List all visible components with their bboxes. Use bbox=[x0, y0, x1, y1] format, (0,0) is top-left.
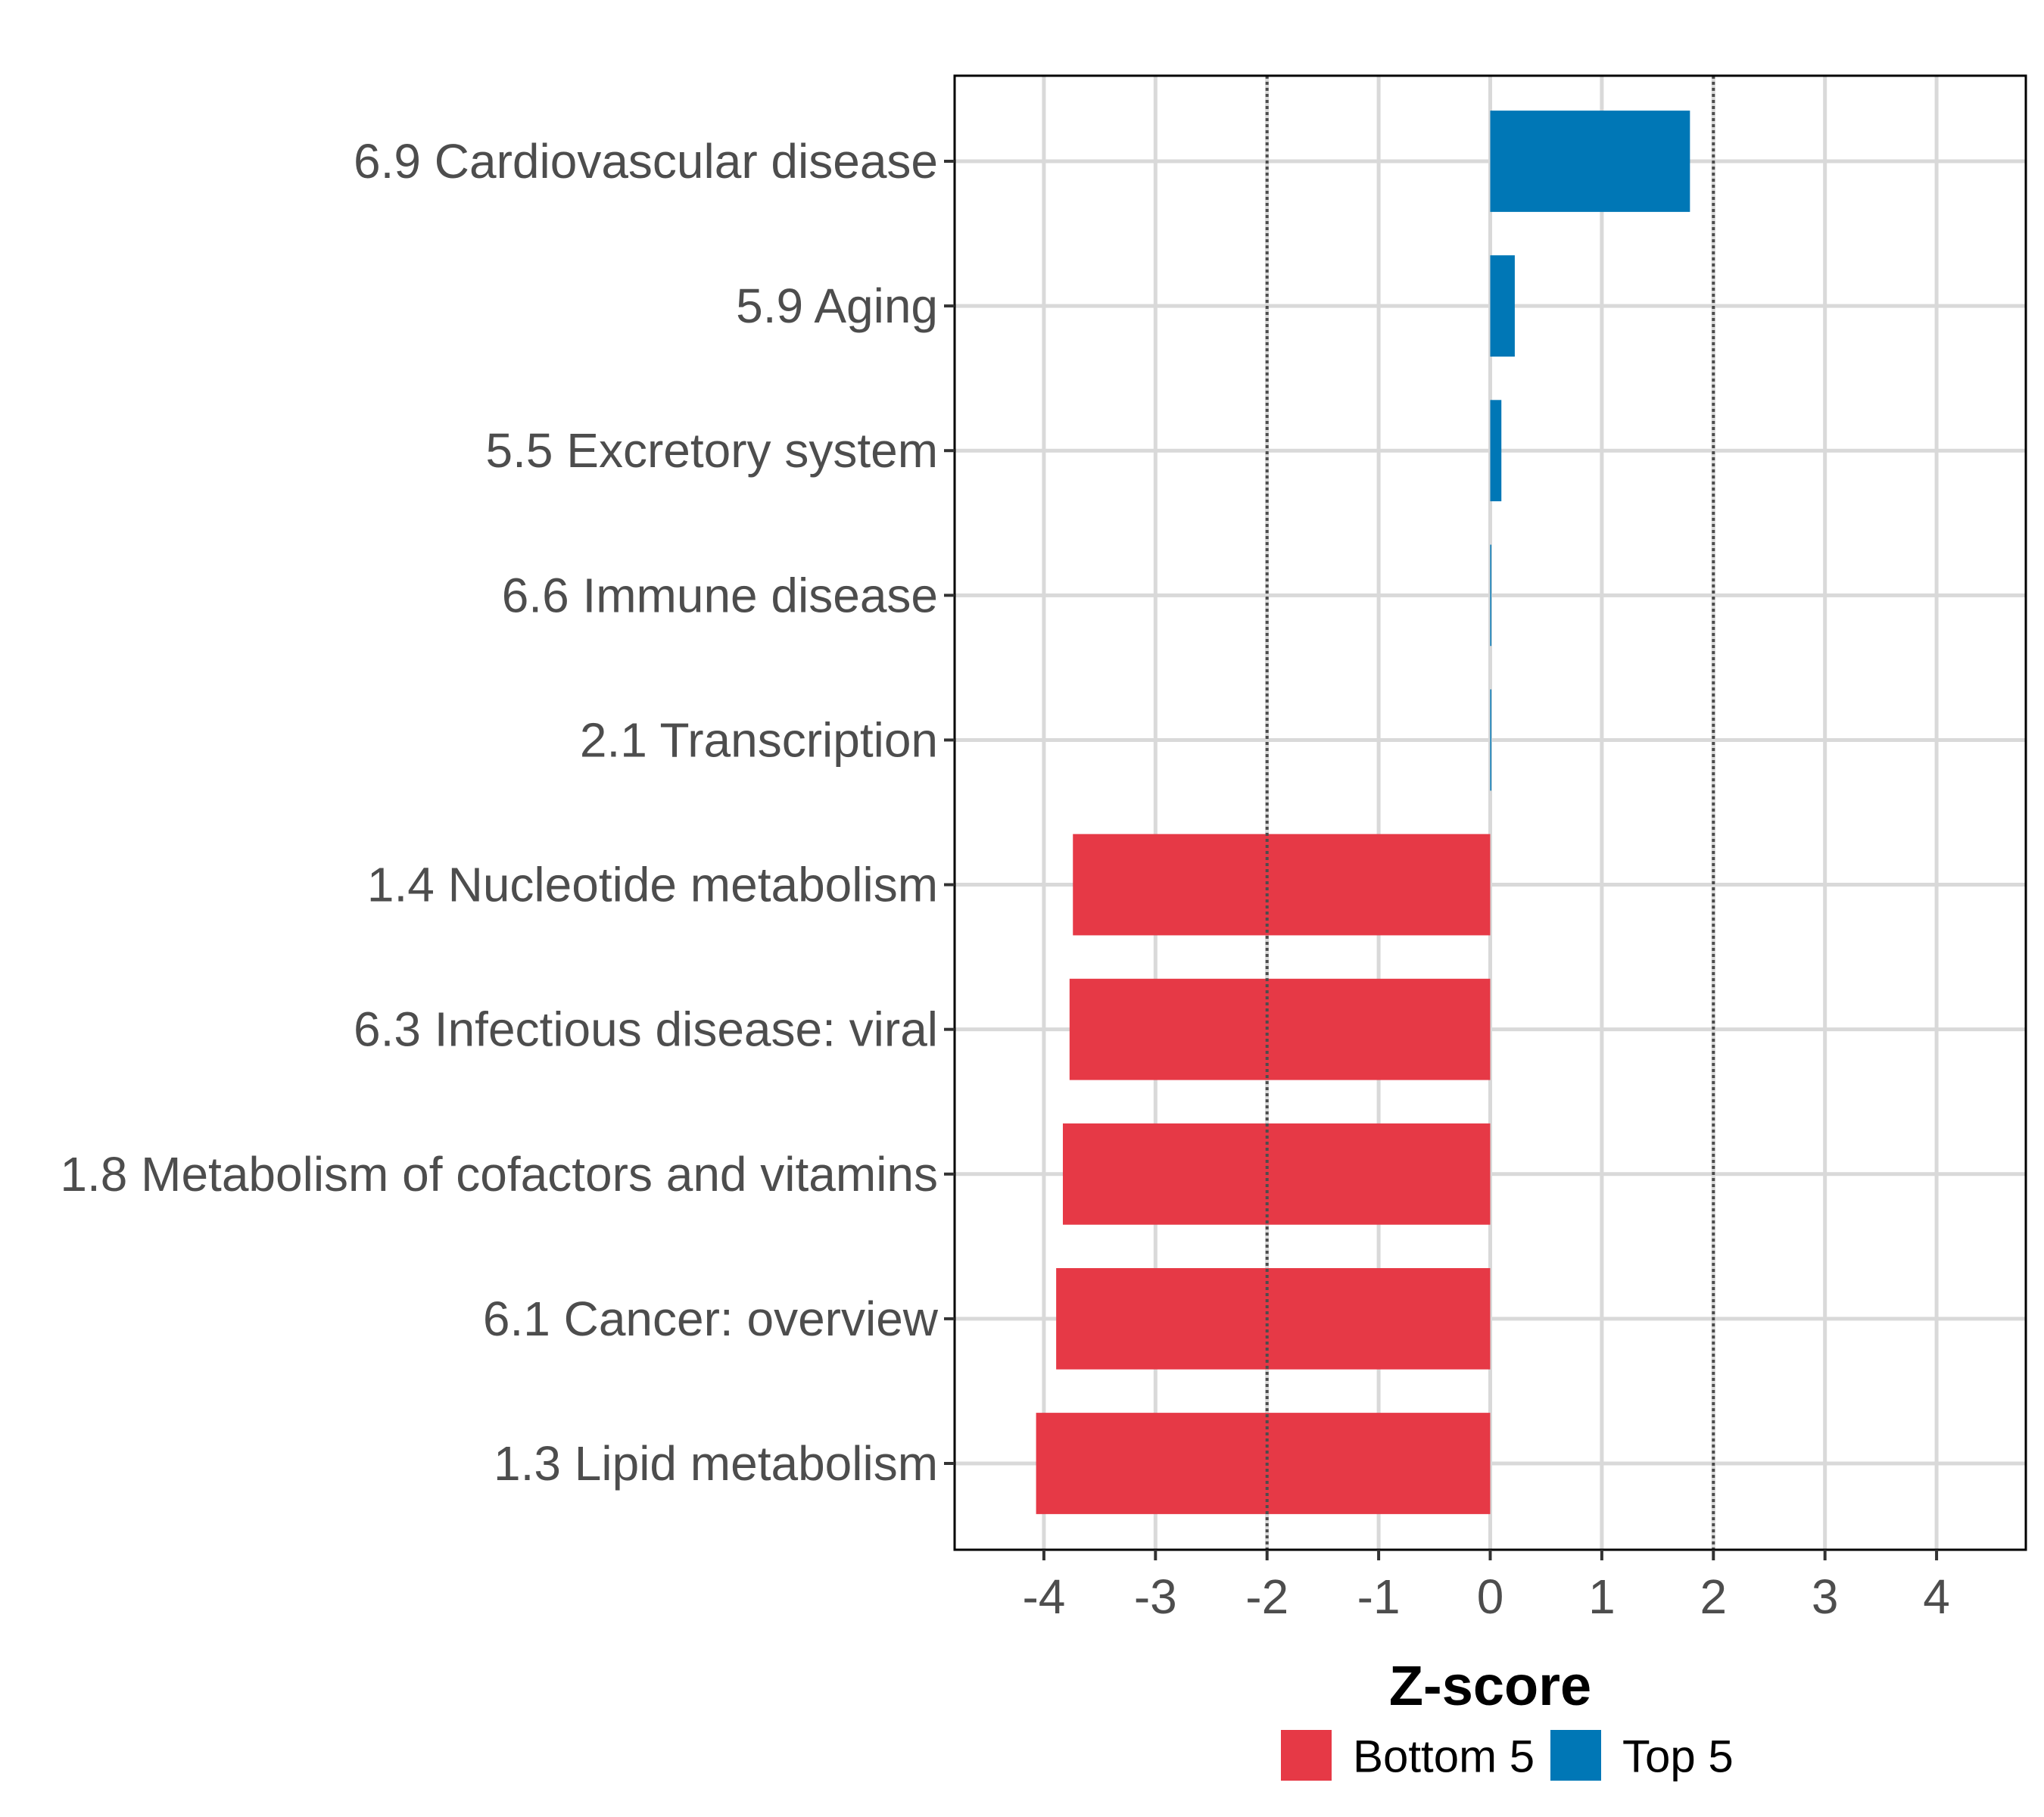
y-axis: 6.9 Cardiovascular disease 5.9 Aging 5.5 E… bbox=[60, 134, 955, 1491]
category-label: 1.8 Metabolism of cofactors and vitamins bbox=[60, 1147, 938, 1201]
legend-label: Top 5 bbox=[1622, 1731, 1734, 1782]
category-label: 5.5 Excretory system bbox=[486, 423, 939, 478]
bar-bottom5 bbox=[1036, 1413, 1491, 1514]
bar-bottom5 bbox=[1056, 1268, 1491, 1370]
category-label: 6.1 Cancer: overview bbox=[483, 1292, 939, 1346]
bar-bottom5 bbox=[1062, 1123, 1491, 1225]
x-tick-label: 4 bbox=[1923, 1569, 1950, 1624]
category-label: 1.3 Lipid metabolism bbox=[494, 1436, 938, 1491]
bars bbox=[1036, 111, 1690, 1514]
bar-bottom5 bbox=[1073, 834, 1491, 936]
x-tick-label: 3 bbox=[1812, 1569, 1839, 1624]
legend-swatch bbox=[1550, 1730, 1601, 1781]
x-axis: -4 -3 -2 -1 0 1 2 3 4 bbox=[1022, 1550, 1950, 1624]
bar-top5 bbox=[1490, 255, 1515, 357]
bar-top5 bbox=[1490, 111, 1690, 212]
category-label: 1.4 Nucleotide metabolism bbox=[367, 858, 938, 912]
x-tick-label: 1 bbox=[1588, 1569, 1616, 1624]
bar-bottom5 bbox=[1069, 978, 1491, 1080]
category-label: 5.9 Aging bbox=[736, 279, 938, 333]
x-tick-label: -1 bbox=[1357, 1569, 1401, 1624]
legend-swatch bbox=[1281, 1730, 1332, 1781]
legend-label: Bottom 5 bbox=[1353, 1731, 1535, 1782]
category-label: 2.1 Transcription bbox=[580, 712, 938, 767]
x-tick-label: -2 bbox=[1245, 1569, 1288, 1624]
x-axis-title: Z-score bbox=[1389, 1654, 1591, 1717]
bar-top5 bbox=[1490, 544, 1491, 647]
bar-top5 bbox=[1490, 400, 1502, 502]
category-label: 6.3 Infectious disease: viral bbox=[354, 1002, 938, 1057]
category-label: 6.9 Cardiovascular disease bbox=[354, 134, 938, 189]
x-tick-label: -4 bbox=[1022, 1569, 1065, 1624]
x-tick-label: -3 bbox=[1134, 1569, 1177, 1624]
x-tick-label: 0 bbox=[1477, 1569, 1504, 1624]
legend: Bottom 5 Top 5 bbox=[1281, 1730, 1734, 1782]
category-label: 6.6 Immune disease bbox=[502, 568, 938, 622]
bar-top5 bbox=[1490, 689, 1491, 791]
x-tick-label: 2 bbox=[1700, 1569, 1727, 1624]
